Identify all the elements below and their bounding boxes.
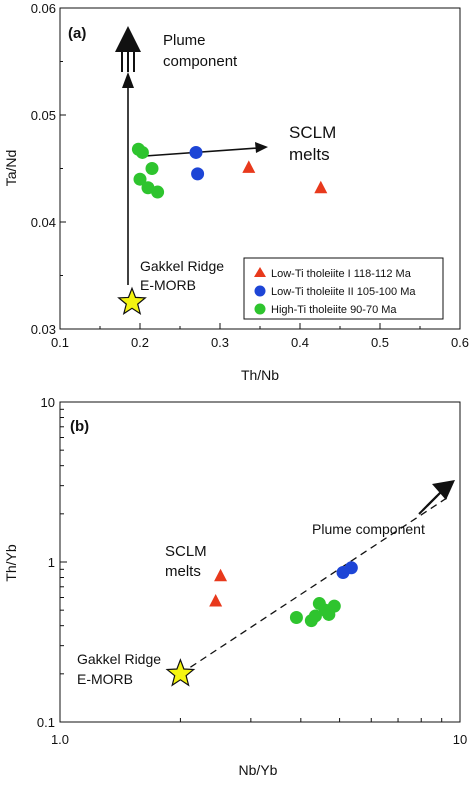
gakkel-ridge-star-icon-b: [165, 658, 196, 687]
y-tick-label-a: 0.03: [31, 322, 56, 337]
plume-arrow-head-a: [122, 72, 134, 88]
panel-b: (b) 1.0 10 0.1 1 10 Nb/Yb Th/Yb Plume compo…: [3, 395, 467, 778]
sclm-arrow-head-a: [255, 142, 268, 153]
x-tick-label-a: 0.6: [451, 335, 469, 350]
data-points-b: [165, 561, 358, 687]
data-point-b-series-3: [327, 599, 341, 613]
data-point-a-series-3: [151, 185, 165, 199]
y-tick-label-b: 1: [48, 555, 55, 570]
legend-entry-2: Low-Ti tholeiite II 105-100 Ma: [271, 286, 416, 298]
plume-triple-arrow-icon-b: [418, 480, 455, 515]
x-tick-label-b: 10: [453, 732, 467, 747]
y-tick-label-a: 0.05: [31, 108, 56, 123]
data-point-b-series-1: [209, 594, 223, 607]
x-tick-label-a: 0.2: [131, 335, 149, 350]
data-point-b-series-1: [214, 568, 228, 582]
gakkel-ridge-label-b: Gakkel Ridge E-MORB: [77, 651, 165, 687]
plume-component-annotation-b: Plume component: [312, 521, 425, 537]
data-points-a: [117, 142, 328, 315]
panel-label-b: (b): [70, 418, 89, 435]
y-axis-ticks-b: 0.1 1 10: [37, 395, 67, 730]
data-point-a-series-2: [191, 167, 205, 181]
gakkel-ridge-label-a: Gakkel Ridge E-MORB: [140, 258, 228, 293]
x-tick-label-a: 0.5: [371, 335, 389, 350]
y-tick-label-a: 0.04: [31, 215, 56, 230]
x-axis-label-b: Nb/Yb: [239, 762, 278, 778]
data-point-a-series-3: [145, 162, 159, 175]
data-point-a-series-2: [189, 145, 203, 159]
x-axis-ticks-a: 0.1 0.2 0.3 0.4 0.5 0.6: [51, 323, 469, 350]
data-point-b-series-2: [344, 561, 358, 575]
panel-a: (a) 0.1 0.2 0.3 0.4 0.5 0.6 0.030.040.050.06 …: [3, 1, 469, 383]
sclm-melts-annotation-b: SCLM melts: [165, 543, 211, 580]
panel-label-a: (a): [68, 25, 86, 42]
plume-triple-arrow-icon-a: [115, 26, 141, 72]
trend-line-b: [180, 496, 449, 675]
data-point-a-series-1: [242, 160, 256, 173]
data-point-a-series-3: [135, 145, 149, 159]
data-point-a-series-1: [314, 180, 328, 194]
y-tick-label-b: 0.1: [37, 715, 55, 730]
x-axis-ticks-b: 1.0 10: [51, 715, 467, 747]
y-tick-label-b: 10: [41, 395, 55, 410]
y-axis-label-b: Th/Yb: [3, 544, 19, 582]
legend-entry-3: High-Ti tholeiite 90-70 Ma: [271, 304, 397, 316]
sclm-melts-annotation-a: SCLM melts: [289, 123, 341, 164]
legend-blue-circle-icon: [254, 285, 266, 297]
plume-component-annotation-a: Plume component: [163, 32, 238, 70]
data-point-b-series-3: [308, 609, 322, 623]
y-axis-ticks-a: 0.03 0.04 0.05 0.06: [31, 1, 66, 337]
data-point-a-series-3: [133, 172, 147, 186]
data-point-b-series-3: [289, 610, 303, 624]
y-axis-label-a: Ta/Nd: [3, 150, 19, 187]
x-axis-label-a: Th/Nb: [241, 367, 279, 383]
legend-entry-1: Low-Ti tholeiite I 118-112 Ma: [271, 268, 412, 280]
legend-triangle-icon: [254, 267, 266, 277]
x-tick-label-b: 1.0: [51, 732, 69, 747]
x-tick-label-a: 0.1: [51, 335, 69, 350]
x-tick-label-a: 0.3: [211, 335, 229, 350]
y-tick-label-a: 0.06: [31, 1, 56, 16]
legend-a: Low-Ti tholeiite I 118-112 Ma Low-Ti tho…: [243, 257, 444, 320]
gakkel-ridge-star-icon-a: [117, 286, 147, 315]
legend-green-circle-icon: [254, 303, 266, 315]
x-tick-label-a: 0.4: [291, 335, 309, 350]
legend-box-a: [243, 257, 444, 320]
